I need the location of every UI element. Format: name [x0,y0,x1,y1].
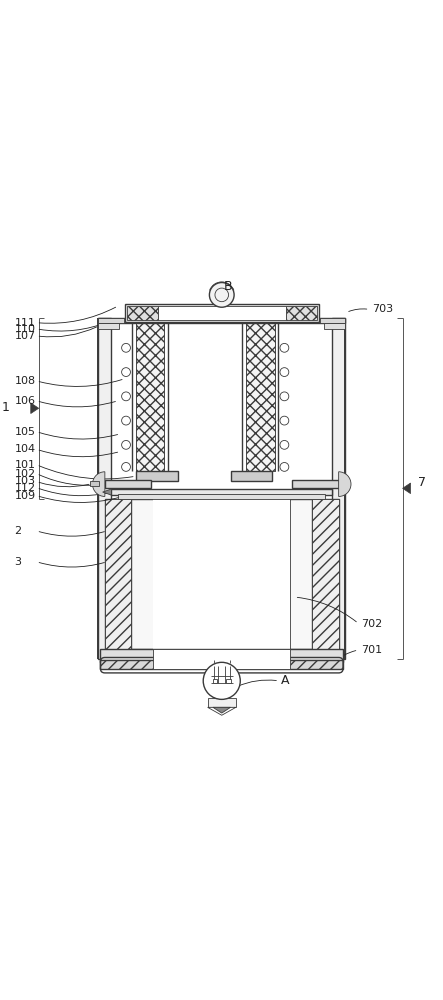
Text: A: A [281,674,290,687]
Bar [112,489,332,495]
Bar [125,304,319,322]
Bar [98,323,120,329]
Circle shape [280,416,289,425]
Text: B: B [224,280,233,293]
Wedge shape [93,472,105,496]
Circle shape [122,343,130,352]
Text: 103: 103 [15,476,35,486]
Bar [230,471,272,481]
Bar [158,306,286,320]
Bar [286,306,317,320]
Text: 703: 703 [372,304,393,314]
Bar [127,306,158,320]
Text: 112: 112 [15,483,35,493]
Circle shape [203,662,240,699]
Bar [332,318,345,659]
Circle shape [280,343,289,352]
Bar [118,494,326,499]
Circle shape [122,440,130,449]
Bar [226,679,230,683]
Text: 107: 107 [15,331,35,341]
Text: 701: 701 [361,645,382,655]
Bar [101,660,343,669]
Bar [98,318,112,659]
Polygon shape [403,483,411,494]
Bar [136,323,164,471]
Bar [105,499,131,649]
Polygon shape [208,707,236,715]
Bar [153,649,290,669]
Bar [105,499,338,649]
Text: 101: 101 [15,460,35,470]
Wedge shape [338,472,351,496]
Text: 702: 702 [361,619,382,629]
Bar [246,323,275,471]
Bar [105,480,151,488]
Bar [213,679,218,683]
Bar [324,323,345,329]
Bar [292,480,338,488]
Bar [101,660,343,669]
Circle shape [122,368,130,376]
Text: 102: 102 [15,469,35,479]
Text: 108: 108 [15,376,35,386]
Circle shape [122,463,130,471]
Bar [136,471,178,481]
Text: 3: 3 [15,557,21,567]
Bar [98,318,124,323]
Bar [320,318,345,323]
Text: 105: 105 [15,427,35,437]
Bar [101,649,343,662]
Text: 2: 2 [15,526,22,536]
Text: 109: 109 [15,491,35,501]
Text: 110: 110 [15,324,35,334]
Text: 106: 106 [15,396,35,406]
Circle shape [280,463,289,471]
Text: 111: 111 [15,318,35,328]
Polygon shape [103,489,112,495]
Text: 104: 104 [15,444,35,454]
Circle shape [122,416,130,425]
Bar [90,481,99,486]
Text: 1: 1 [2,401,10,414]
Bar [98,318,345,323]
Circle shape [210,283,234,307]
Text: 7: 7 [419,476,427,489]
Circle shape [280,392,289,401]
Polygon shape [213,707,230,713]
Circle shape [280,440,289,449]
Bar [153,499,290,649]
Bar [312,499,338,649]
Bar [208,698,236,707]
Polygon shape [31,403,39,414]
Circle shape [280,368,289,376]
Circle shape [122,392,130,401]
